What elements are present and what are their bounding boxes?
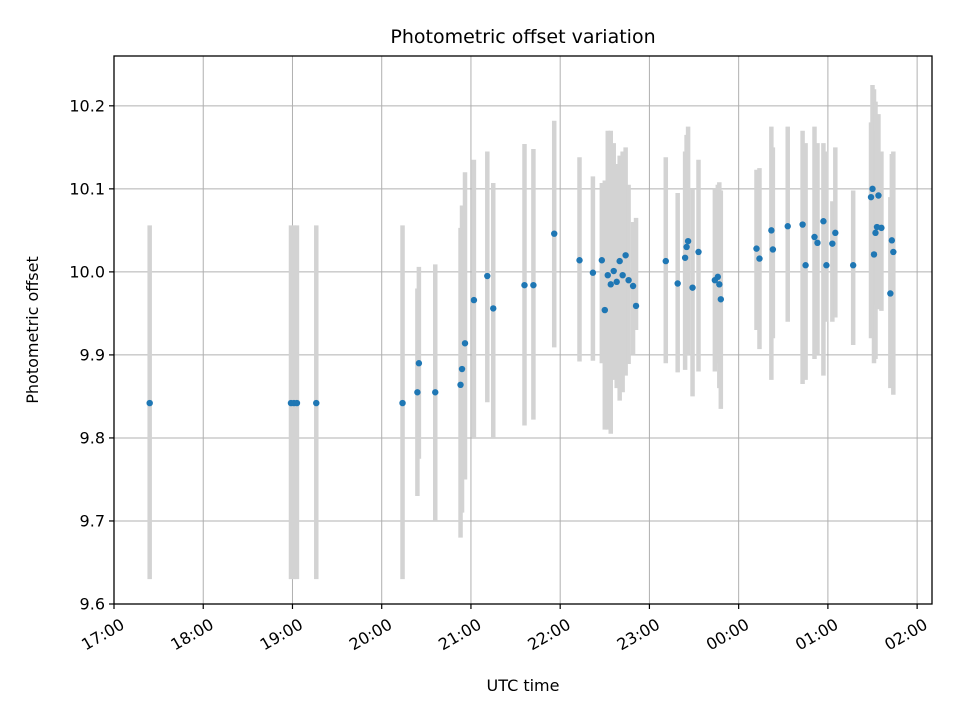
data-point — [521, 281, 528, 289]
data-point — [613, 278, 620, 286]
y-tick-label: 9.8 — [80, 428, 105, 447]
data-point — [607, 281, 614, 288]
data-point — [470, 296, 478, 304]
data-point — [829, 240, 836, 247]
data-point — [432, 389, 439, 396]
y-tick-label: 9.9 — [80, 345, 105, 364]
data-point — [689, 284, 696, 291]
data-point — [632, 302, 640, 310]
data-point — [769, 246, 777, 253]
data-point — [576, 257, 583, 264]
data-point — [313, 399, 320, 407]
data-point — [887, 290, 894, 297]
data-point — [601, 306, 608, 314]
data-point — [684, 237, 692, 245]
data-point — [872, 229, 879, 237]
data-point — [849, 262, 857, 269]
data-point — [820, 218, 827, 225]
data-point — [415, 360, 423, 367]
data-point — [604, 272, 611, 279]
data-point — [662, 257, 669, 265]
data-point — [888, 237, 896, 244]
x-axis-title: UTC time — [487, 676, 560, 695]
data-point — [616, 257, 623, 265]
data-point — [802, 262, 809, 269]
data-point — [784, 223, 791, 230]
data-point — [799, 221, 806, 228]
data-point — [878, 224, 885, 232]
data-point — [610, 267, 617, 275]
y-tick-label: 9.7 — [80, 511, 105, 530]
data-point — [753, 245, 760, 252]
data-point — [714, 273, 722, 281]
data-point — [832, 229, 839, 237]
data-point — [875, 192, 882, 199]
data-point — [458, 365, 466, 373]
data-point — [461, 340, 469, 347]
data-point — [530, 281, 537, 289]
y-tick-label: 9.6 — [80, 595, 105, 614]
data-point — [490, 305, 497, 312]
data-point — [293, 399, 301, 407]
data-point — [399, 399, 406, 407]
data-point — [867, 193, 875, 201]
data-points — [146, 185, 897, 407]
y-tick-label: 10.0 — [69, 262, 105, 281]
data-point — [598, 257, 606, 264]
y-tick-label: 10.2 — [69, 96, 105, 115]
data-point — [457, 381, 464, 388]
data-point — [716, 281, 723, 288]
data-point — [683, 243, 690, 251]
plot-frame — [113, 55, 933, 605]
y-axis-title: Photometric offset — [23, 256, 42, 404]
data-point — [717, 296, 725, 303]
data-point — [551, 230, 558, 237]
data-point — [622, 252, 629, 259]
data-point — [589, 269, 597, 276]
data-point — [811, 233, 818, 241]
data-point — [695, 248, 702, 256]
data-point — [890, 248, 897, 256]
data-point — [768, 227, 775, 234]
data-point — [484, 272, 491, 280]
y-axis-ticks: 9.6 9.7 9.8 9.9 10.0 10.1 10.2 — [69, 96, 114, 614]
data-point — [870, 251, 878, 258]
data-point — [146, 399, 153, 407]
data-point — [619, 272, 626, 279]
data-point — [629, 282, 637, 290]
data-point — [869, 185, 876, 193]
chart-title: Photometric offset variation — [390, 26, 655, 48]
data-point — [814, 239, 821, 247]
data-point — [414, 389, 421, 396]
data-point — [756, 255, 763, 262]
y-tick-label: 10.1 — [69, 179, 105, 198]
data-point — [823, 262, 830, 269]
data-point — [681, 254, 689, 261]
data-point — [674, 280, 681, 287]
data-point — [625, 276, 632, 284]
